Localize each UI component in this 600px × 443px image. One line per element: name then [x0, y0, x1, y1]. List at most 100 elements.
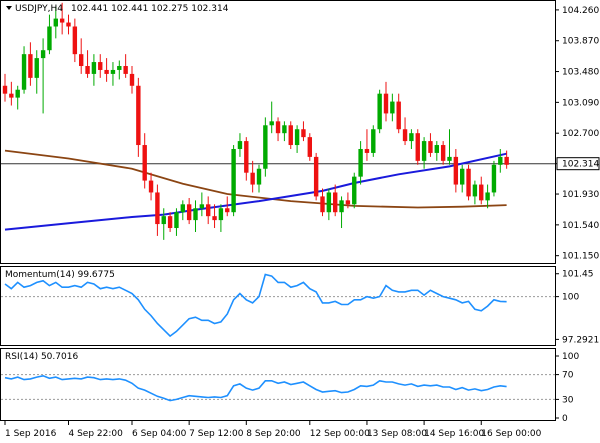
candle: [383, 81, 389, 122]
candle-body-down: [364, 148, 370, 153]
y-tick-label: 70: [562, 371, 574, 381]
candle: [117, 60, 122, 80]
candle: [453, 148, 459, 193]
x-tick-label: 12 Sep 00:00: [310, 429, 370, 439]
candle: [2, 73, 8, 102]
candle-body-down: [98, 62, 103, 70]
price-y-tick-label: 101.930: [562, 190, 599, 200]
candle: [66, 14, 71, 35]
candle-body-up: [421, 141, 427, 161]
candle-body-up: [40, 50, 46, 59]
candle-body-up: [15, 89, 20, 98]
candle: [460, 164, 465, 193]
candle: [250, 160, 255, 193]
candle-body-up: [282, 125, 287, 134]
current-price-label: 102.314: [562, 160, 599, 170]
candle: [301, 121, 306, 142]
candle-body-up: [390, 101, 395, 114]
rsi-title: RSI(14) 50.7016: [5, 352, 78, 362]
candle-body-up: [21, 54, 27, 90]
candle: [498, 148, 503, 173]
symbol-label: USDJPY,H4: [15, 4, 63, 14]
candle-body-up: [47, 26, 52, 51]
candle: [307, 133, 312, 161]
candle: [15, 85, 20, 110]
candle-body-down: [167, 216, 173, 229]
candle: [180, 200, 185, 221]
candle: [218, 204, 224, 232]
candle-body-down: [9, 93, 14, 98]
collapse-arrow-icon[interactable]: [6, 6, 12, 10]
candle: [358, 141, 363, 185]
candle-body-down: [136, 85, 141, 146]
candle: [34, 50, 39, 94]
candle-body-down: [66, 22, 71, 27]
candle: [326, 188, 332, 221]
candle-body-down: [186, 204, 192, 221]
candle-body-down: [313, 156, 319, 197]
candle: [199, 192, 205, 217]
candle-body-down: [79, 54, 84, 67]
candle: [440, 141, 446, 165]
x-tick-label: 4 Sep 22:00: [69, 429, 124, 439]
candle-body-up: [218, 208, 224, 221]
candle: [275, 117, 281, 142]
candle-body-down: [123, 66, 128, 74]
candle: [206, 196, 211, 225]
candle-body-down: [479, 184, 484, 201]
y-tick-label: 0: [562, 414, 568, 424]
x-tick-label: 14 Sep 16:00: [424, 429, 484, 439]
x-tick-label: 1 Sep 2016: [5, 429, 57, 439]
candle-body-down: [275, 121, 281, 134]
candle: [352, 172, 357, 209]
candle: [40, 38, 46, 114]
candle-body-up: [409, 133, 414, 142]
candle-body-down: [345, 200, 351, 205]
candle: [167, 212, 173, 232]
ohlc-label: 102.441 102.441 102.275 102.314: [71, 4, 229, 14]
candle-body-up: [263, 125, 268, 169]
candle: [294, 125, 300, 153]
candle: [288, 121, 293, 149]
candle-body-up: [460, 168, 465, 185]
candle: [98, 54, 103, 78]
candle-body-up: [174, 212, 179, 229]
candle: [193, 200, 198, 232]
momentum-panel[interactable]: [0, 266, 556, 346]
candle-body-up: [256, 168, 262, 185]
candle: [72, 18, 78, 63]
candle-body-up: [371, 129, 376, 153]
price-title: USDJPY,H4 102.441 102.441 102.275 102.31…: [6, 4, 229, 14]
candle: [428, 133, 433, 157]
candle: [148, 172, 154, 201]
candle-body-up: [193, 208, 198, 221]
candle: [371, 125, 376, 157]
candle: [136, 77, 141, 157]
candle-body-down: [288, 125, 293, 146]
candle: [212, 204, 217, 229]
candle: [263, 117, 268, 177]
rsi-panel[interactable]: [0, 348, 556, 421]
candle: [155, 184, 160, 236]
candle: [123, 54, 128, 78]
candle: [472, 180, 478, 205]
x-tick-label: 7 Sep 12:00: [189, 429, 244, 439]
candle: [110, 62, 116, 86]
candle-body-down: [104, 69, 109, 74]
y-tick-label: 101.45: [562, 270, 594, 280]
candle-body-down: [85, 66, 90, 74]
candle-body-down: [440, 145, 446, 161]
candle-body-up: [472, 184, 478, 197]
candle: [485, 184, 490, 209]
candle-body-down: [206, 204, 211, 217]
candle-body-down: [250, 172, 255, 185]
candle: [237, 133, 243, 157]
candle: [256, 164, 262, 193]
price-y-tick-label: 104.260: [562, 6, 599, 16]
candle: [333, 184, 338, 217]
price-y-tick-label: 103.090: [562, 98, 599, 108]
candle-body-down: [72, 26, 78, 55]
x-tick-label: 13 Sep 08:00: [367, 429, 427, 439]
candle-body-down: [142, 145, 147, 181]
